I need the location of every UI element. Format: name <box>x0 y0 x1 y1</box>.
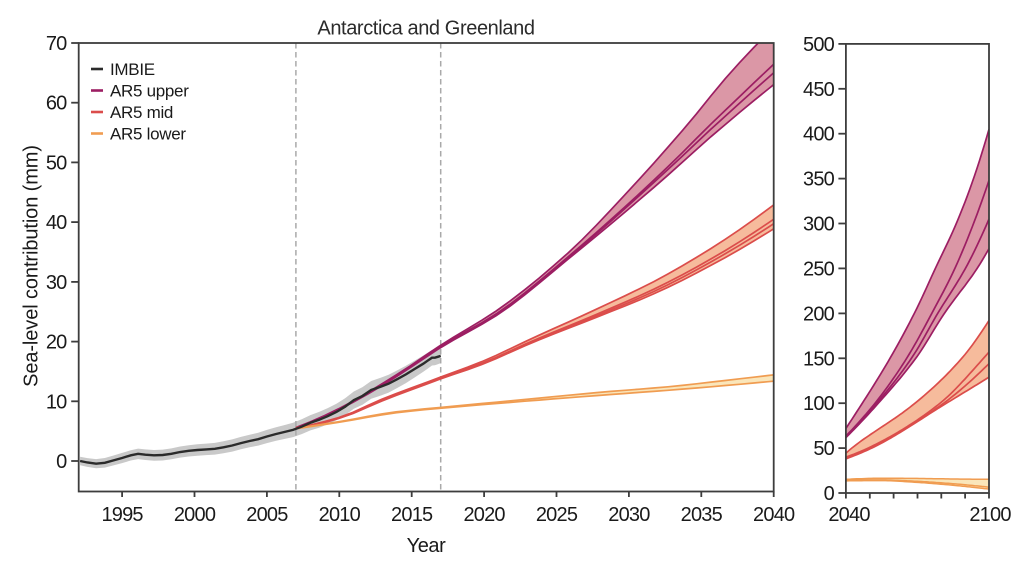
svg-text:AR5 lower: AR5 lower <box>110 125 186 144</box>
svg-text:500: 500 <box>803 34 835 56</box>
svg-text:70: 70 <box>46 33 67 55</box>
svg-text:450: 450 <box>803 79 835 101</box>
svg-text:AR5 upper: AR5 upper <box>110 82 189 101</box>
svg-text:350: 350 <box>803 169 835 191</box>
svg-text:40: 40 <box>46 212 67 234</box>
svg-text:2030: 2030 <box>608 504 650 526</box>
svg-text:Antarctica and Greenland: Antarctica and Greenland <box>317 18 534 40</box>
svg-text:2000: 2000 <box>174 504 216 526</box>
svg-text:AR5 mid: AR5 mid <box>110 103 173 122</box>
svg-text:0: 0 <box>824 483 835 505</box>
svg-text:2040: 2040 <box>753 504 795 526</box>
svg-text:IMBIE: IMBIE <box>110 60 155 79</box>
svg-text:2015: 2015 <box>391 504 433 526</box>
svg-text:100: 100 <box>803 393 835 415</box>
svg-text:2010: 2010 <box>319 504 361 526</box>
svg-text:30: 30 <box>46 272 67 294</box>
svg-text:0: 0 <box>56 451 67 473</box>
svg-text:60: 60 <box>46 93 67 115</box>
svg-text:150: 150 <box>803 348 835 370</box>
svg-text:50: 50 <box>813 438 834 460</box>
svg-text:1995: 1995 <box>101 504 143 526</box>
svg-text:20: 20 <box>46 332 67 354</box>
svg-text:200: 200 <box>803 303 835 325</box>
svg-text:400: 400 <box>803 124 835 146</box>
svg-text:300: 300 <box>803 214 835 236</box>
svg-text:Year: Year <box>407 535 447 557</box>
svg-text:2035: 2035 <box>681 504 723 526</box>
svg-text:10: 10 <box>46 391 67 413</box>
svg-text:2100: 2100 <box>969 504 1011 526</box>
svg-text:2040: 2040 <box>828 504 870 526</box>
svg-text:250: 250 <box>803 258 835 280</box>
svg-text:Sea-level contribution (mm): Sea-level contribution (mm) <box>21 145 43 387</box>
svg-text:2025: 2025 <box>536 504 578 526</box>
svg-text:2005: 2005 <box>246 504 288 526</box>
svg-text:2020: 2020 <box>463 504 505 526</box>
svg-text:50: 50 <box>46 152 67 174</box>
